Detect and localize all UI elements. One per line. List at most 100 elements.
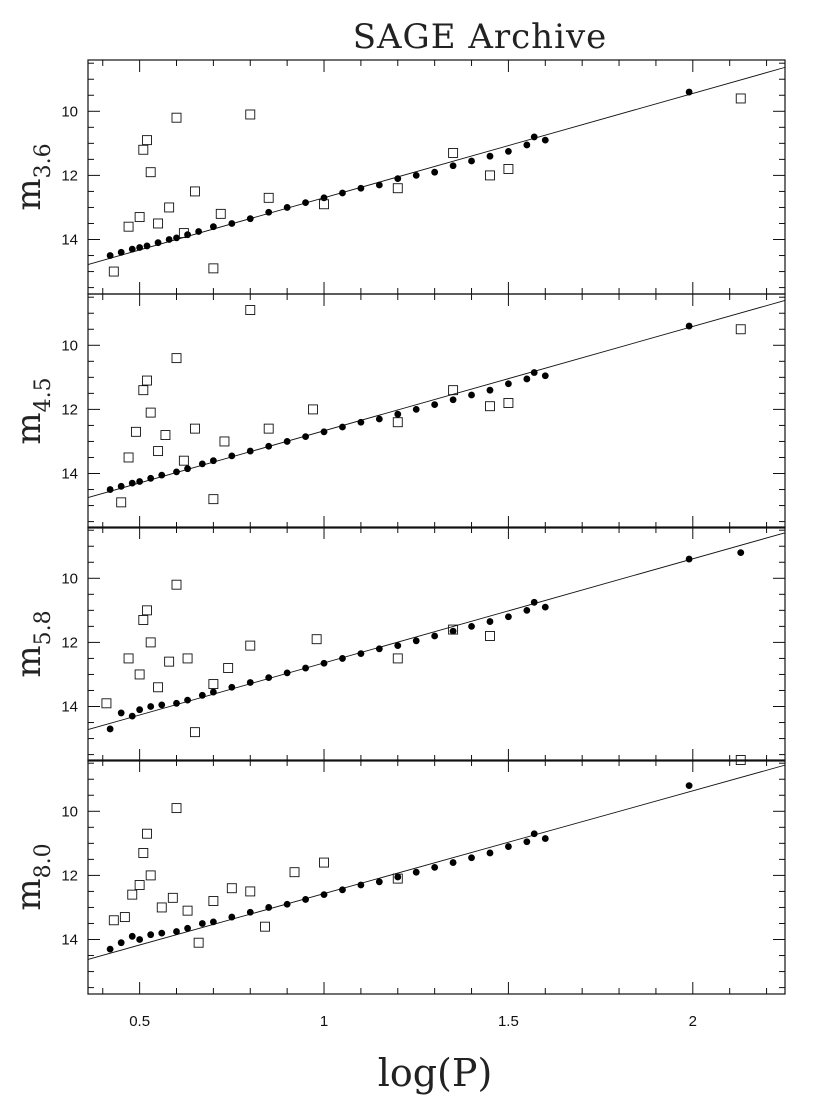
fit-line [87, 66, 786, 265]
data-point-filled [468, 622, 475, 630]
data-point-open [189, 727, 200, 738]
data-point-open [263, 192, 274, 203]
data-point-open [189, 423, 200, 434]
data-point-open [153, 218, 164, 229]
data-point-filled [320, 194, 328, 202]
data-point-open [448, 385, 459, 396]
data-point-filled [228, 913, 236, 921]
panel-frame [87, 526, 786, 762]
y-axis-label: m5.8 [9, 610, 56, 677]
data-point-open [208, 494, 219, 505]
data-point-open [138, 385, 149, 396]
data-point-filled [198, 691, 206, 699]
data-point-open [142, 135, 152, 146]
data-point-filled [302, 199, 309, 207]
data-point-open [392, 873, 403, 884]
data-point-filled [165, 236, 173, 243]
data-point-filled [209, 918, 217, 926]
y-tick-label: 10 [61, 570, 78, 587]
data-point-filled [375, 878, 383, 886]
data-point-filled [530, 598, 538, 606]
data-point-filled [184, 924, 191, 932]
data-point-open [108, 266, 119, 277]
data-point-filled [195, 228, 203, 235]
data-point-filled [412, 405, 420, 413]
panel-1: 10 12 14 m3.6 [9, 59, 786, 295]
data-point-open [171, 112, 182, 123]
data-point-filled [228, 452, 236, 460]
data-point-filled [523, 141, 531, 149]
y-axis-label-main: m [9, 178, 49, 210]
data-point-filled [198, 920, 206, 927]
data-point-filled [246, 447, 254, 455]
data-point-filled [505, 613, 512, 621]
y-tick-label: 14 [61, 232, 78, 249]
data-point-open [245, 305, 256, 315]
data-point-open [145, 870, 156, 881]
data-point-filled [143, 242, 151, 250]
data-point-filled [117, 939, 125, 947]
data-point-filled [246, 215, 254, 223]
data-point-filled [209, 457, 217, 465]
data-point-filled [685, 555, 693, 563]
fit-line [87, 532, 786, 731]
data-point-filled [394, 642, 402, 650]
data-point-filled [412, 637, 420, 645]
data-point-filled [339, 423, 346, 431]
data-point-filled [283, 669, 291, 677]
data-point-open [289, 867, 300, 878]
y-tick-label: 14 [61, 932, 78, 949]
data-point-filled [106, 725, 114, 733]
data-point-filled [394, 873, 402, 881]
data-point-open [134, 212, 145, 223]
data-point-filled [265, 674, 273, 682]
data-point-open [503, 398, 514, 408]
data-point-filled [147, 703, 155, 710]
data-point-filled [530, 830, 538, 838]
y-tick-label: 12 [61, 867, 78, 884]
x-tick-label: 0.5 [129, 1013, 150, 1030]
data-point-filled [523, 838, 531, 846]
data-point-filled [320, 428, 328, 436]
data-point-filled [505, 843, 512, 850]
data-point-open [226, 883, 237, 894]
data-point-filled [173, 699, 180, 707]
data-point-filled [106, 945, 114, 953]
data-point-filled [486, 849, 494, 857]
data-point-open [171, 579, 182, 590]
data-point-filled [283, 204, 291, 211]
data-point-open [735, 324, 746, 335]
data-point-filled [136, 936, 144, 943]
data-point-filled [246, 908, 254, 916]
panel-2: 10 12 14 m4.5 [9, 293, 786, 529]
data-point-filled [541, 136, 549, 144]
data-point-open [142, 375, 152, 386]
data-point-filled [530, 133, 538, 141]
data-point-filled [136, 244, 144, 251]
data-point-filled [541, 835, 549, 842]
data-point-filled [486, 152, 494, 160]
data-point-open [145, 167, 156, 178]
data-point-open [223, 663, 234, 673]
data-point-filled [541, 603, 549, 611]
data-point-filled [541, 372, 549, 380]
data-point-filled [486, 618, 494, 625]
y-tick-label: 12 [61, 167, 78, 184]
data-point-filled [394, 175, 402, 183]
data-point-filled [136, 478, 144, 485]
y-axis-label: m4.5 [9, 377, 56, 444]
data-point-open [485, 401, 495, 412]
data-point-filled [283, 438, 291, 445]
data-point-filled [357, 184, 365, 192]
data-point-filled [265, 904, 273, 911]
data-point-open [171, 353, 182, 364]
chart-title: SAGE Archive [353, 17, 608, 57]
data-point-open [171, 803, 182, 814]
data-point-filled [117, 248, 125, 256]
data-point-open [153, 446, 164, 457]
fit-line [87, 299, 786, 498]
y-axis-label-subscript: 3.6 [31, 143, 56, 178]
data-point-filled [449, 396, 457, 404]
data-point-open [208, 679, 219, 690]
